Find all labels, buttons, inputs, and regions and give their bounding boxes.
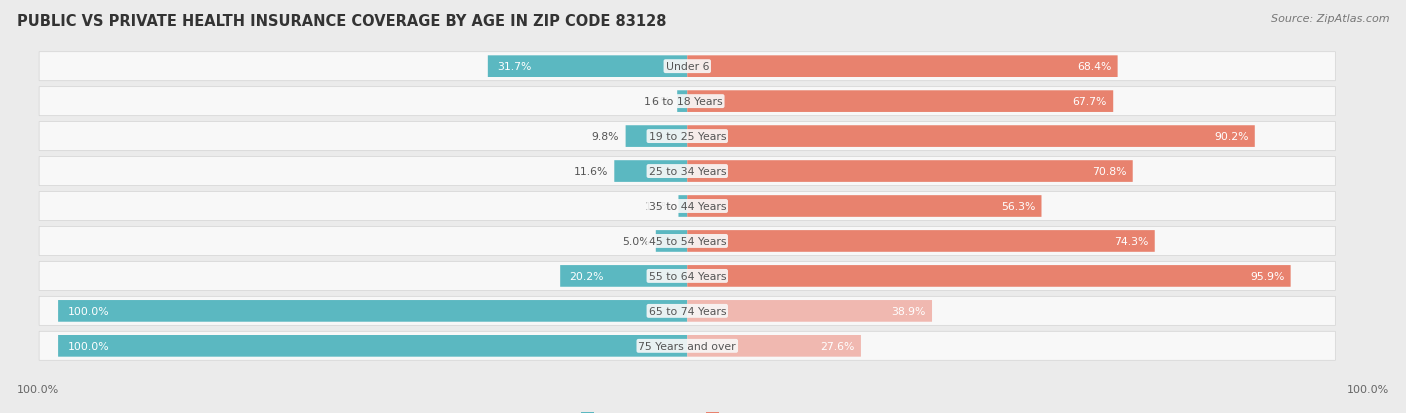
Text: 55 to 64 Years: 55 to 64 Years [648,271,725,281]
FancyBboxPatch shape [39,297,1336,325]
FancyBboxPatch shape [58,300,688,322]
FancyBboxPatch shape [58,335,688,357]
Text: PUBLIC VS PRIVATE HEALTH INSURANCE COVERAGE BY AGE IN ZIP CODE 83128: PUBLIC VS PRIVATE HEALTH INSURANCE COVER… [17,14,666,29]
FancyBboxPatch shape [626,126,688,147]
Text: 56.3%: 56.3% [1001,202,1035,211]
Text: 45 to 54 Years: 45 to 54 Years [648,236,725,247]
Text: 6 to 18 Years: 6 to 18 Years [652,97,723,107]
Text: Source: ZipAtlas.com: Source: ZipAtlas.com [1271,14,1389,24]
FancyBboxPatch shape [39,122,1336,151]
Text: 11.6%: 11.6% [574,166,607,177]
Text: 70.8%: 70.8% [1092,166,1126,177]
FancyBboxPatch shape [560,266,688,287]
FancyBboxPatch shape [688,266,1291,287]
FancyBboxPatch shape [679,196,688,217]
Text: 25 to 34 Years: 25 to 34 Years [648,166,725,177]
Text: 95.9%: 95.9% [1250,271,1284,281]
FancyBboxPatch shape [655,230,688,252]
Text: 75 Years and over: 75 Years and over [638,341,737,351]
Text: 27.6%: 27.6% [820,341,855,351]
FancyBboxPatch shape [678,91,688,113]
FancyBboxPatch shape [488,56,688,78]
Text: 1.6%: 1.6% [644,97,671,107]
Text: 31.7%: 31.7% [498,62,531,72]
Text: 35 to 44 Years: 35 to 44 Years [648,202,725,211]
Text: 90.2%: 90.2% [1213,132,1249,142]
Text: 100.0%: 100.0% [17,385,59,394]
Text: 100.0%: 100.0% [67,341,110,351]
Text: 67.7%: 67.7% [1073,97,1107,107]
FancyBboxPatch shape [688,335,860,357]
FancyBboxPatch shape [688,91,1114,113]
FancyBboxPatch shape [39,262,1336,291]
Text: 65 to 74 Years: 65 to 74 Years [648,306,725,316]
Text: 1.4%: 1.4% [645,202,672,211]
Text: 9.8%: 9.8% [592,132,619,142]
Text: 20.2%: 20.2% [569,271,605,281]
FancyBboxPatch shape [39,157,1336,186]
Text: 100.0%: 100.0% [67,306,110,316]
Text: 100.0%: 100.0% [1347,385,1389,394]
FancyBboxPatch shape [688,161,1133,183]
FancyBboxPatch shape [688,126,1254,147]
FancyBboxPatch shape [688,56,1118,78]
Text: 5.0%: 5.0% [621,236,650,247]
FancyBboxPatch shape [39,88,1336,116]
Legend: Public Insurance, Private Insurance: Public Insurance, Private Insurance [576,408,830,413]
FancyBboxPatch shape [688,230,1154,252]
FancyBboxPatch shape [688,196,1042,217]
FancyBboxPatch shape [688,300,932,322]
Text: Under 6: Under 6 [665,62,709,72]
FancyBboxPatch shape [39,227,1336,256]
FancyBboxPatch shape [614,161,688,183]
Text: 19 to 25 Years: 19 to 25 Years [648,132,725,142]
FancyBboxPatch shape [39,52,1336,81]
FancyBboxPatch shape [39,192,1336,221]
Text: 74.3%: 74.3% [1114,236,1149,247]
Text: 38.9%: 38.9% [891,306,925,316]
Text: 68.4%: 68.4% [1077,62,1111,72]
FancyBboxPatch shape [39,332,1336,361]
